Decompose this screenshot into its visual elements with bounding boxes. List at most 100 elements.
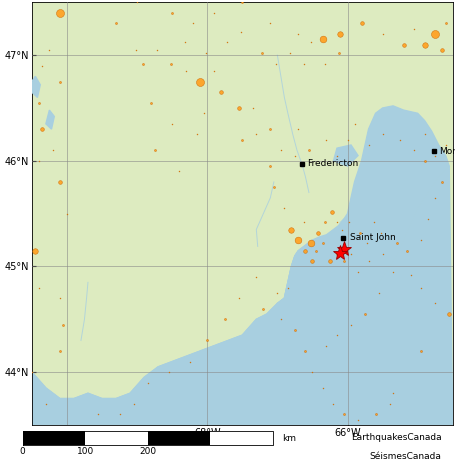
Point [95,410,102,418]
Text: 100: 100 [77,447,94,456]
Point [258,50,266,57]
Point [273,60,280,67]
Point [197,78,204,85]
Point [28,368,35,376]
Point [340,257,348,265]
Point [365,141,372,149]
Point [337,30,344,38]
Point [439,46,446,54]
Point [389,389,397,397]
Point [442,141,450,149]
Point [334,250,341,257]
Point [60,321,67,328]
Point [372,410,379,418]
Point [379,131,386,138]
Point [270,184,278,191]
Point [321,60,329,67]
Point [211,9,218,17]
Point [329,208,336,215]
Point [35,99,42,106]
Text: SéismesCanada: SéismesCanada [369,452,441,461]
Point [431,30,439,38]
Point [235,104,243,112]
Point [49,147,56,154]
Point [347,250,354,257]
Point [217,88,225,96]
Polygon shape [32,2,453,425]
Point [334,152,341,159]
Point [334,332,341,339]
Point [439,178,446,186]
Point [375,289,383,297]
Point [168,120,176,127]
Text: Moncton: Moncton [440,147,455,156]
Point [314,229,322,236]
Point [305,147,313,154]
Text: Saint John: Saint John [349,234,395,242]
Point [132,46,139,54]
Point [345,219,353,226]
Point [291,326,298,333]
Point [386,400,393,408]
Polygon shape [278,106,449,388]
Point [284,284,292,291]
Point [421,41,428,49]
Point [288,226,295,233]
Point [147,99,155,106]
Point [56,295,64,302]
Point [165,368,172,376]
Point [277,147,284,154]
Text: 0: 0 [20,447,25,456]
Point [56,78,64,85]
Point [312,247,319,255]
Point [151,147,158,154]
Point [116,410,123,418]
Point [235,295,243,302]
Point [200,110,207,117]
Point [63,210,71,218]
Point [351,120,358,127]
Polygon shape [32,76,40,98]
Point [300,60,308,67]
Point [364,240,371,247]
Point [281,205,288,212]
Point [393,240,400,247]
Point [357,229,364,236]
Point [112,20,120,27]
Polygon shape [337,219,362,256]
Polygon shape [32,166,453,425]
Point [153,46,160,54]
Point [338,226,345,233]
Point [425,215,432,223]
Point [323,342,330,349]
Point [35,157,42,164]
Point [358,20,365,27]
Point [56,347,64,355]
Point [302,247,309,255]
Point [286,50,293,57]
Point [442,20,450,27]
Point [340,410,348,418]
Point [378,229,385,236]
Polygon shape [379,283,393,304]
Point [330,400,337,408]
Point [400,41,407,49]
Point [302,347,309,355]
Point [321,219,329,226]
Point [344,136,351,143]
Point [295,126,302,133]
Point [56,9,64,17]
Point [309,368,316,376]
Point [319,35,327,43]
Point [249,104,257,112]
Text: Fredericton: Fredericton [307,160,358,169]
Point [267,20,274,27]
Point [181,39,188,46]
Point [295,236,302,244]
Point [445,310,453,318]
Point [39,126,46,133]
Text: EarthquakesCanada: EarthquakesCanada [351,433,441,442]
Point [396,136,404,143]
Point [335,50,343,57]
Point [221,316,228,323]
